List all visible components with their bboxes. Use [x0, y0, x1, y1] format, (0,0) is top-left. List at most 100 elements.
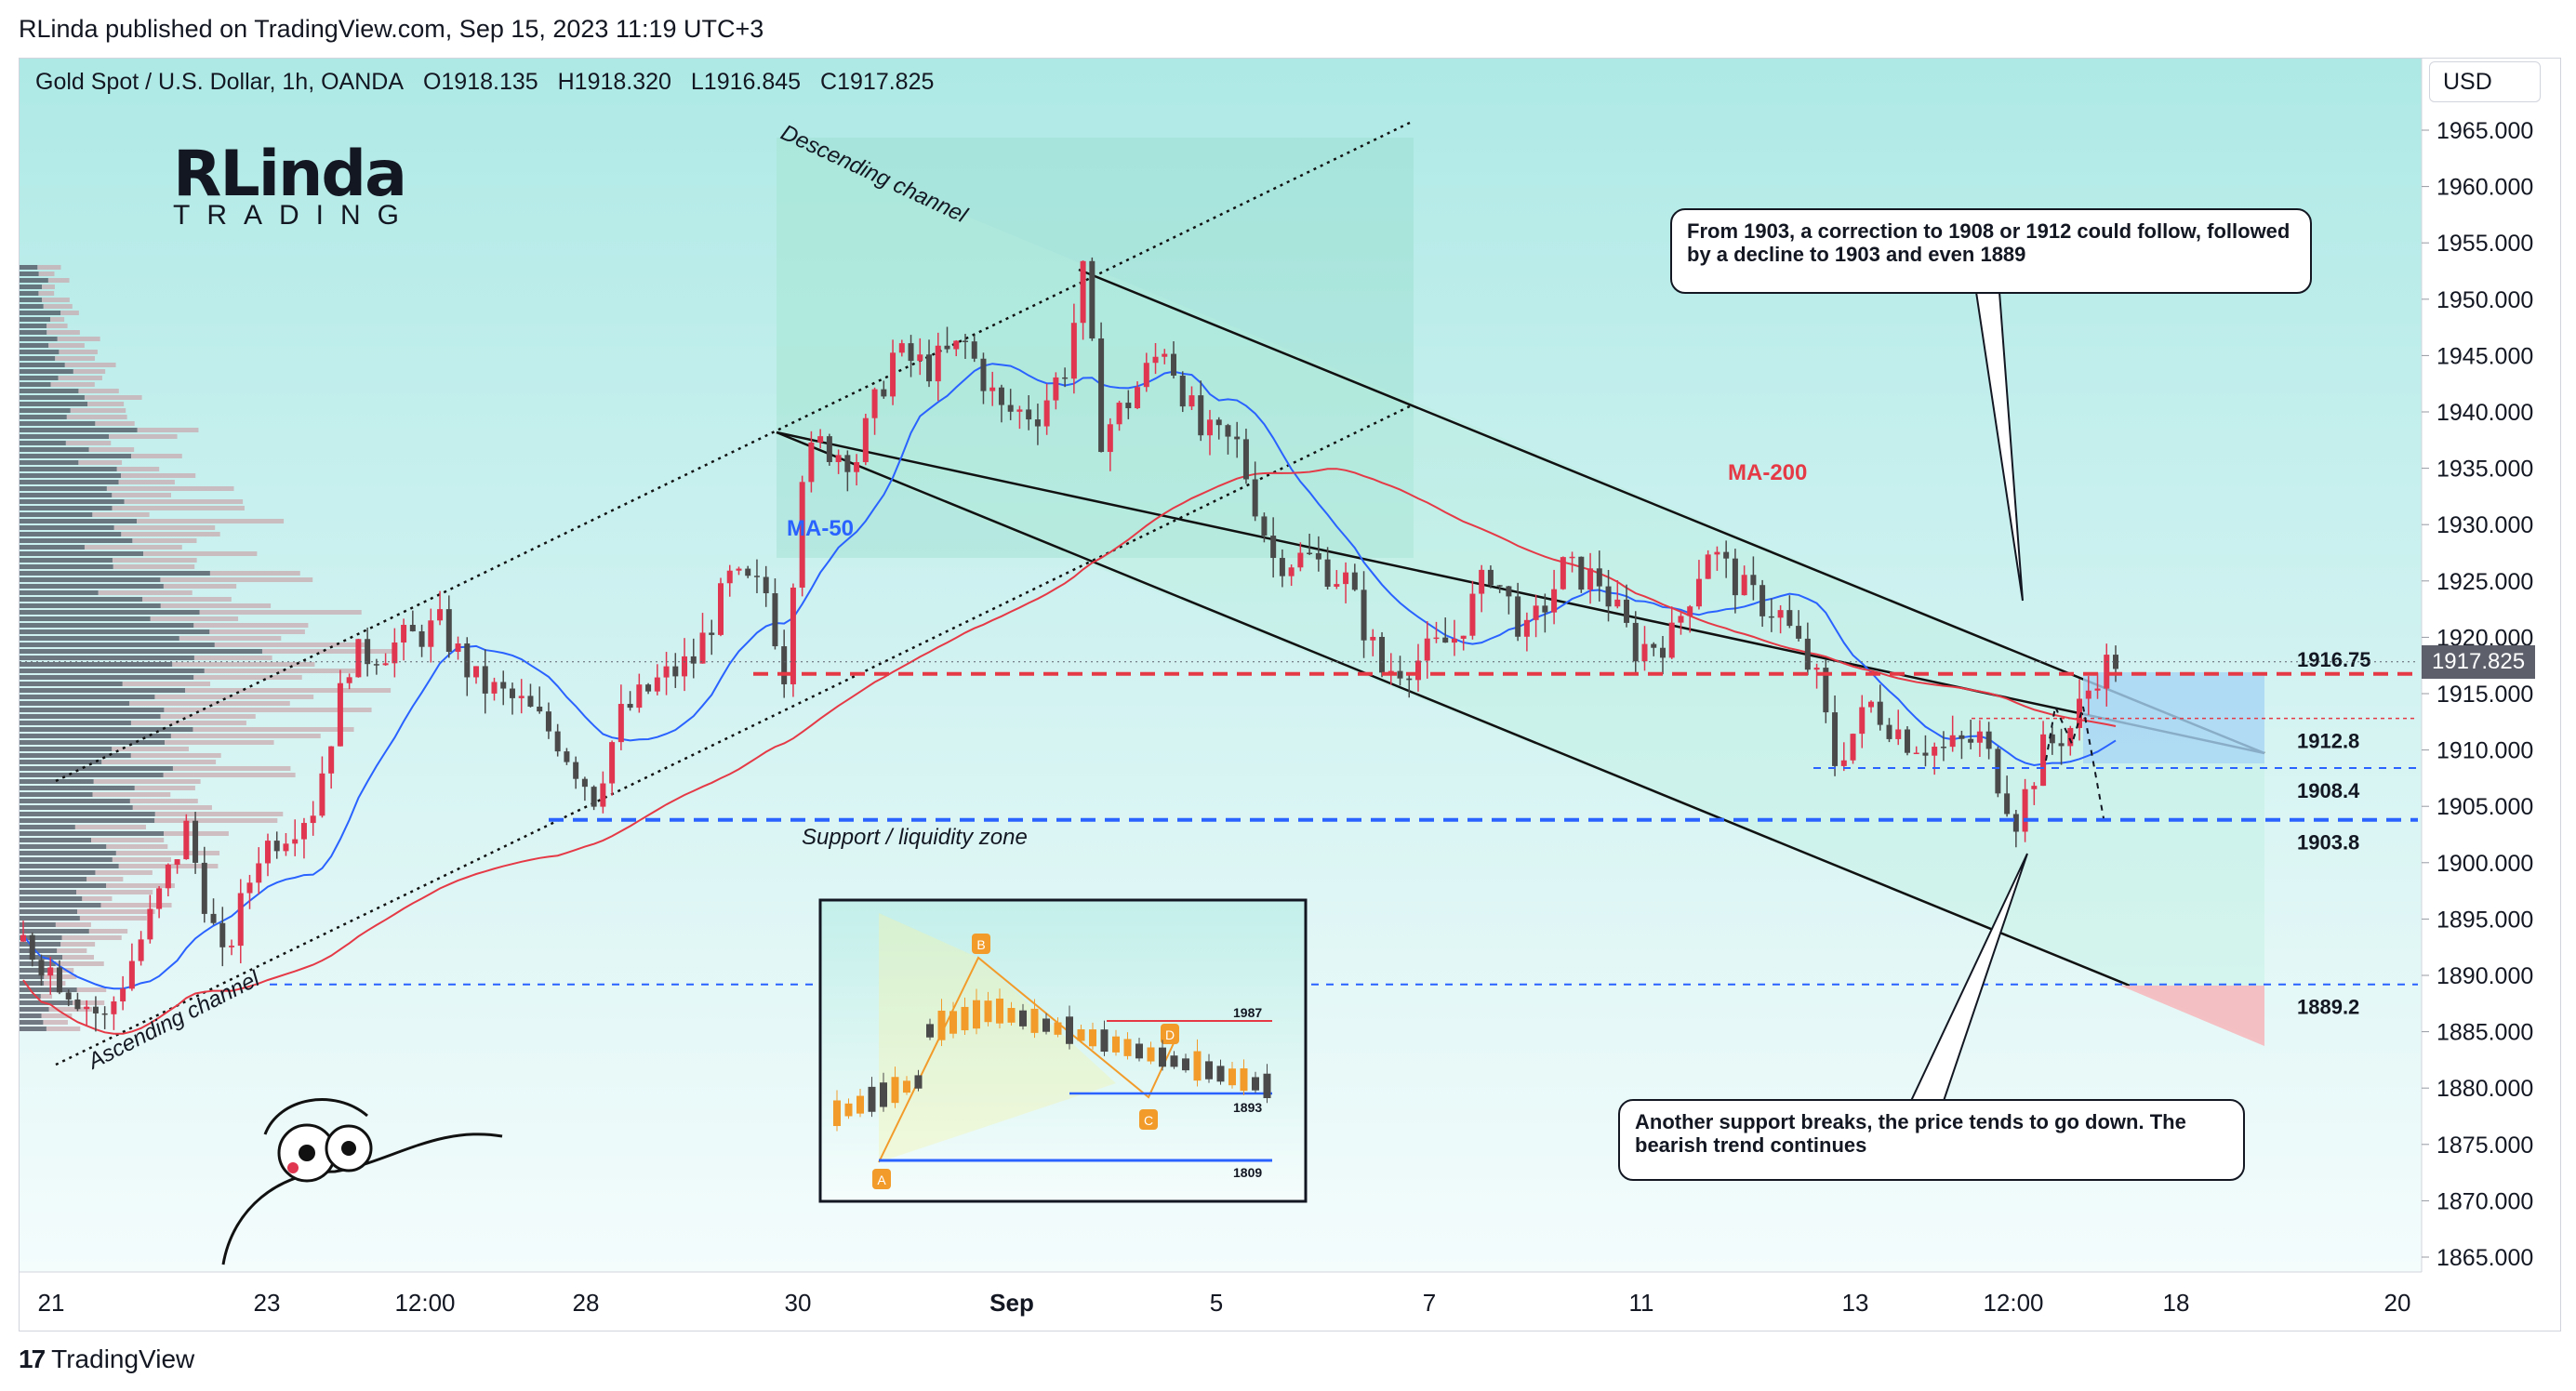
volume-bar [20, 421, 96, 426]
candle-body [2004, 793, 2011, 815]
price-tick-label: 1910.000 [2437, 738, 2533, 764]
candle-body [989, 387, 996, 391]
inset-candle-body [1089, 1029, 1096, 1047]
candle-body [1949, 735, 1956, 748]
volume-bar [79, 916, 147, 921]
candle-body [636, 684, 643, 709]
volume-bar [160, 714, 256, 719]
volume-bar [20, 695, 155, 699]
footer[interactable]: 17 TradingView [19, 1345, 194, 1374]
candle-body [908, 343, 914, 362]
published-caption: RLinda published on TradingView.com, Sep… [19, 15, 764, 43]
candle-body [1651, 643, 1657, 648]
candle-body [1388, 670, 1394, 673]
volume-bar [20, 708, 165, 712]
time-tick-label: 11 [1629, 1289, 1654, 1317]
candle-body [736, 568, 742, 571]
inset-candle-body [1007, 1008, 1016, 1023]
volume-bar [20, 792, 93, 797]
volume-bar [20, 662, 173, 667]
volume-bar [118, 480, 175, 484]
candle-body [1641, 643, 1648, 662]
volume-bar [20, 519, 138, 523]
volume-bar [20, 499, 125, 504]
volume-bar [61, 935, 122, 940]
candle-body [1379, 636, 1386, 673]
inset-level-label: 1893 [1233, 1100, 1262, 1115]
volume-bar [20, 994, 41, 999]
candle-body [1397, 670, 1403, 679]
time-tick-label: 13 [1842, 1289, 1869, 1317]
candle-body [682, 656, 688, 677]
volume-bar [179, 636, 282, 641]
volume-bar [92, 512, 150, 517]
level-label: 1912.8 [2297, 730, 2359, 753]
volume-bar [20, 721, 131, 725]
candle-body [1632, 622, 1639, 662]
candle-body [1206, 419, 1213, 436]
callout-support-break: Another support breaks, the price tends … [1618, 1099, 2245, 1181]
inset-point-label: B [976, 937, 985, 952]
candle-body [2058, 743, 2065, 747]
candle-body [482, 666, 488, 694]
projection-path [2045, 703, 2105, 819]
candle-body [1451, 638, 1457, 643]
candle-body [328, 746, 335, 774]
volume-bar [58, 376, 102, 380]
volume-bar [20, 584, 164, 589]
level-label: 1903.8 [2297, 831, 2359, 854]
ascending-channel-upper [55, 119, 1414, 783]
candle-body [382, 663, 389, 666]
ma200-label: MA-200 [1728, 460, 1807, 485]
candle-body [346, 677, 352, 683]
inset-candle-body [961, 1006, 969, 1031]
footer-brand: TradingView [51, 1345, 195, 1373]
candle-body [672, 666, 679, 677]
price-tick-label: 1925.000 [2437, 569, 2533, 595]
candle-body [826, 436, 832, 462]
inset-candle-body [1182, 1058, 1189, 1071]
candle-body [1135, 387, 1141, 409]
volume-bar [20, 903, 101, 907]
price-axis[interactable]: 1965.000 1960.000 1955.000 1950.000 1945.000… [2421, 59, 2559, 1272]
candle-body [1062, 377, 1069, 379]
candle-body [300, 823, 307, 840]
low-value: L1916.845 [690, 69, 802, 95]
header-bar: RLinda published on TradingView.com, Sep… [0, 0, 2576, 65]
volume-bar [95, 870, 153, 875]
volume-bar [20, 278, 48, 283]
volume-bar [20, 272, 39, 276]
candle-body [1089, 260, 1095, 338]
price-tick-label: 1870.000 [2437, 1188, 2533, 1214]
volume-bar [73, 1000, 105, 1005]
volume-bar [50, 317, 65, 322]
inset-point-badge [872, 1169, 891, 1189]
currency-button[interactable]: USD [2429, 61, 2541, 102]
time-axis[interactable]: 21 23 12:00 28 30 Sep 5 7 11 13 12:00 18 20 [20, 1271, 2422, 1328]
volume-bar [20, 1013, 42, 1018]
volume-bar [20, 675, 194, 680]
candle-body [56, 967, 62, 993]
candle-body [491, 682, 498, 694]
candle-body [1922, 752, 1929, 756]
volume-bar [209, 629, 305, 634]
volume-bar [20, 337, 58, 341]
chart-frame[interactable] [19, 58, 2561, 1331]
volume-bar [20, 538, 133, 543]
candle-body [1315, 552, 1321, 560]
candle-body [1179, 375, 1186, 407]
candle-body [1406, 678, 1413, 681]
inset-candle-body [1135, 1043, 1143, 1059]
candle-body [1895, 729, 1902, 739]
volume-bar [132, 538, 197, 543]
inset-candle-body [1054, 1022, 1062, 1035]
volume-bar [43, 1020, 68, 1025]
volume-bar [113, 564, 195, 569]
rlinda-logo: RLinda TRADING [173, 138, 416, 232]
volume-bar [20, 636, 179, 641]
volume-bar [20, 682, 123, 686]
volume-bar [20, 760, 102, 764]
candle-body [201, 862, 207, 914]
volume-bar [185, 688, 392, 693]
